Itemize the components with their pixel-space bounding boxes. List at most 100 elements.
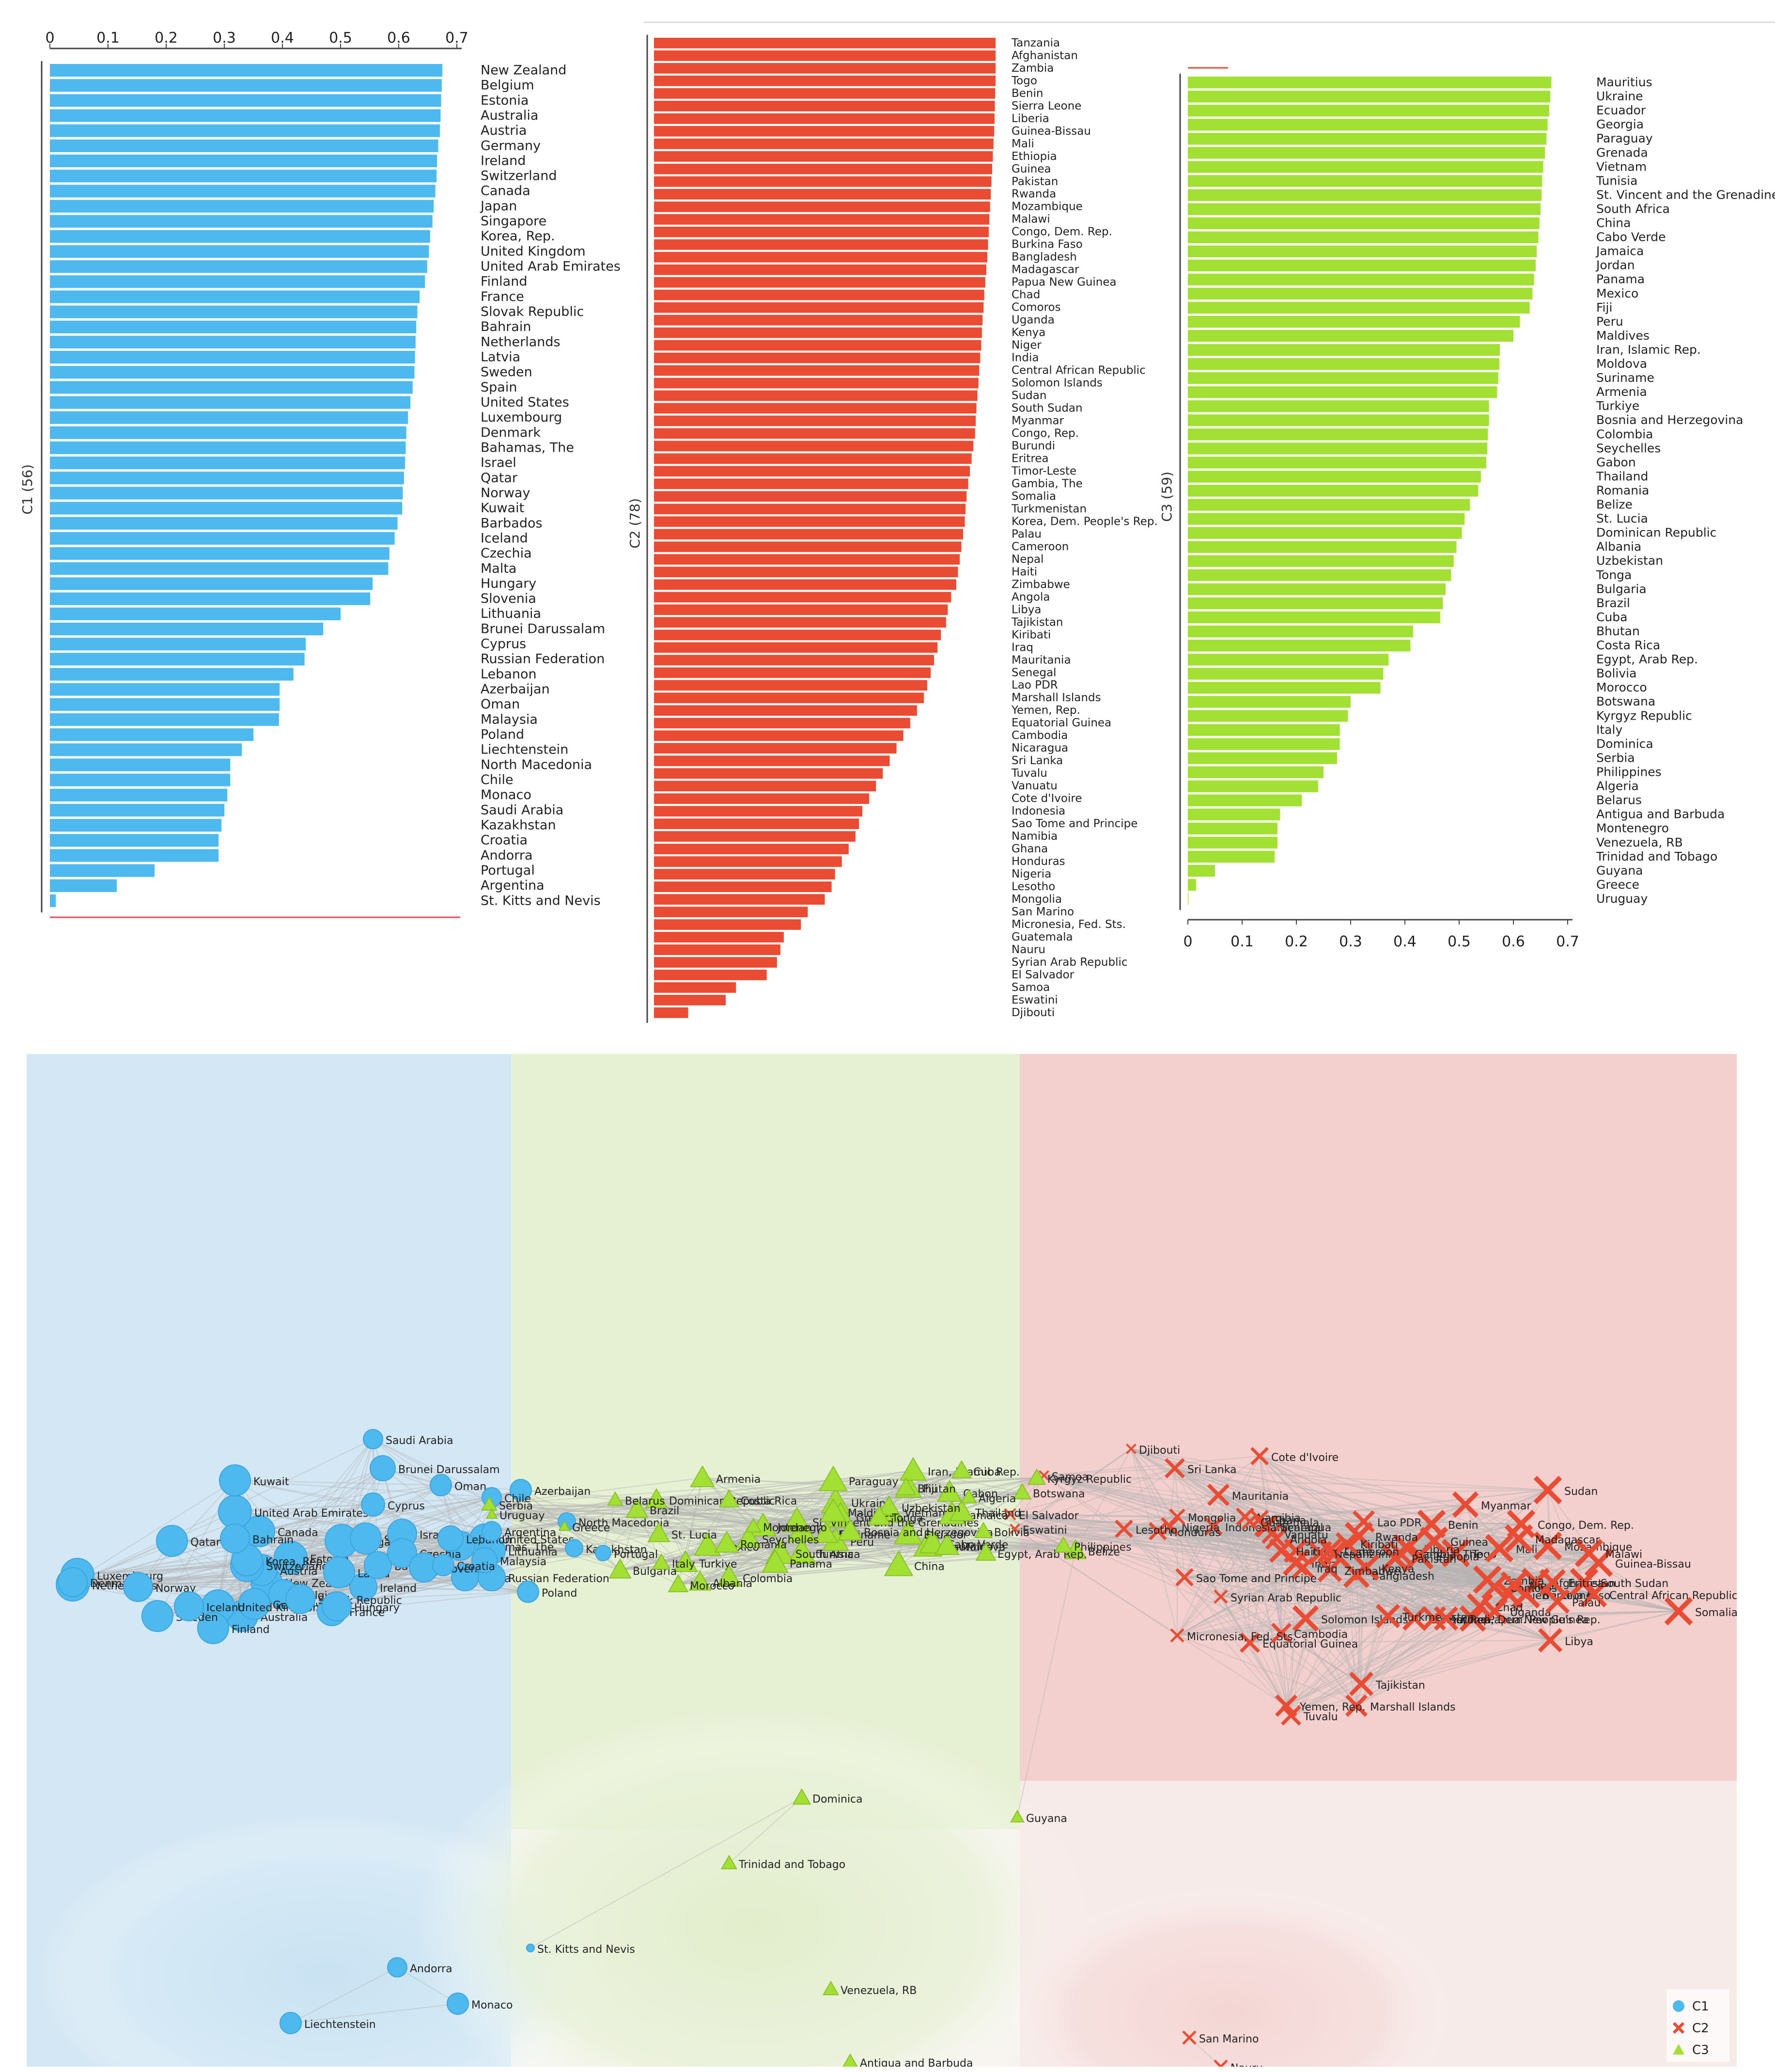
node-haiti: Haiti (1269, 1538, 1321, 1563)
edge (1547, 1490, 1553, 1583)
node-latvia: Latvia (323, 1556, 390, 1588)
edge (658, 1511, 889, 1534)
node-marker-cross (1242, 1513, 1258, 1530)
node-bhutan: Bhutan (895, 1477, 956, 1495)
edge (1387, 1548, 1500, 1617)
edge (1123, 1528, 1185, 1578)
edge (985, 1448, 1132, 1554)
edge (1043, 1475, 1359, 1537)
edge (1010, 1514, 1306, 1619)
edge (637, 1509, 797, 1522)
category-label: Barbados (481, 516, 543, 531)
node-marker-circle (430, 1474, 452, 1496)
bar-libya (654, 604, 948, 615)
node-marker-circle (471, 1547, 498, 1573)
edge (1363, 1521, 1519, 1539)
edge (1177, 1538, 1277, 1636)
node-equatorial-guinea: Equatorial Guinea (1240, 1632, 1358, 1653)
edge (491, 1514, 662, 1563)
edge (1010, 1514, 1558, 1602)
node-marker-cross (1504, 1524, 1533, 1553)
node-marker-triangle (693, 1532, 721, 1556)
edge (1400, 1553, 1495, 1612)
x-tick-label: 0.4 (1393, 933, 1417, 950)
category-label: Hungary (481, 576, 536, 591)
node-marker-circle (58, 1567, 88, 1597)
node-label: United States (502, 1534, 574, 1546)
edge (397, 1967, 458, 2004)
edge (331, 1550, 492, 1612)
edge (1184, 1577, 1221, 1597)
category-label: Ireland (481, 153, 526, 168)
category-label: Cuba (1596, 610, 1628, 624)
edge (336, 1577, 466, 1607)
edge (1305, 1594, 1594, 1619)
edge (1499, 1548, 1585, 1583)
edge (1157, 1490, 1548, 1532)
node-marker-circle (218, 1495, 252, 1529)
category-label: Ukraine (1596, 89, 1643, 103)
category-label: Greece (1596, 878, 1639, 892)
edge (1014, 1528, 1158, 1532)
category-label: Iraq (1012, 641, 1033, 654)
edge (1346, 1543, 1589, 1554)
node-bosnia-and-herzegovina: Bosnia and Herzegovina (838, 1518, 993, 1541)
edge (1291, 1562, 1296, 1716)
edge (1361, 1521, 1364, 1684)
node-micronesia-fed-sts: Micronesia, Fed. Sts. (1170, 1628, 1296, 1643)
node-marker-cross (1010, 1523, 1020, 1534)
edge (1259, 1456, 1415, 1619)
edge (1184, 1574, 1357, 1578)
edge (1259, 1456, 1473, 1619)
category-label: Rwanda (1012, 188, 1056, 201)
category-label: China (1596, 216, 1631, 230)
edge (1177, 1635, 1357, 1706)
bar-mexico (1188, 287, 1533, 300)
edge (1249, 1640, 1551, 1643)
node-marker-cross (1533, 1531, 1562, 1560)
node-label: Tonga (891, 1512, 923, 1524)
bar-croatia (50, 834, 218, 847)
edge (234, 1480, 374, 1505)
edge (1157, 1531, 1304, 1568)
node-marker-cross (1250, 1447, 1269, 1465)
edge (1259, 1519, 1282, 1633)
node-botswana: Botswana (1012, 1483, 1085, 1500)
node-marker-triangle (819, 1498, 847, 1522)
bar-somalia (654, 491, 967, 502)
node-label: Finland (232, 1624, 270, 1636)
edge (1547, 1490, 1551, 1641)
bar-belgium (50, 79, 442, 92)
node-marker-triangle (607, 1491, 624, 1506)
node-marker-triangle (838, 1518, 863, 1541)
node-label: Oman (454, 1481, 486, 1493)
bar-st-lucia (1188, 513, 1465, 525)
bar-kazakhstan (50, 819, 221, 832)
category-label: Norway (481, 486, 530, 501)
category-label: Iceland (481, 531, 528, 546)
edge (1174, 1468, 1526, 1595)
node-marshall-islands: Marshall Islands (1345, 1694, 1456, 1717)
edge (835, 1540, 1076, 1551)
node-argentina: Argentina (482, 1521, 556, 1541)
bar-romania (1188, 485, 1479, 497)
node-label: Switzerland (266, 1561, 328, 1573)
node-label: Guyana (1026, 1813, 1067, 1825)
node-label: Kyrgyz Republic (1047, 1474, 1132, 1486)
bar-hungary (50, 577, 373, 590)
bar-comoros (654, 302, 984, 313)
edge (1245, 1516, 1589, 1554)
node-marker-circle (349, 1573, 377, 1601)
edge (1291, 1616, 1388, 1716)
node-marker-triangle (625, 1497, 649, 1518)
edge (753, 1507, 889, 1527)
bar-north-macedonia (50, 758, 230, 771)
category-label: Senegal (1012, 666, 1057, 679)
edge (1431, 1523, 1548, 1546)
edge (753, 1511, 889, 1527)
edge (489, 1504, 984, 1532)
edge (489, 1504, 889, 1512)
edge (1249, 1521, 1536, 1583)
node-marker-cross (1292, 1556, 1315, 1579)
node-gambia-the: Gambia, The (1387, 1540, 1482, 1566)
